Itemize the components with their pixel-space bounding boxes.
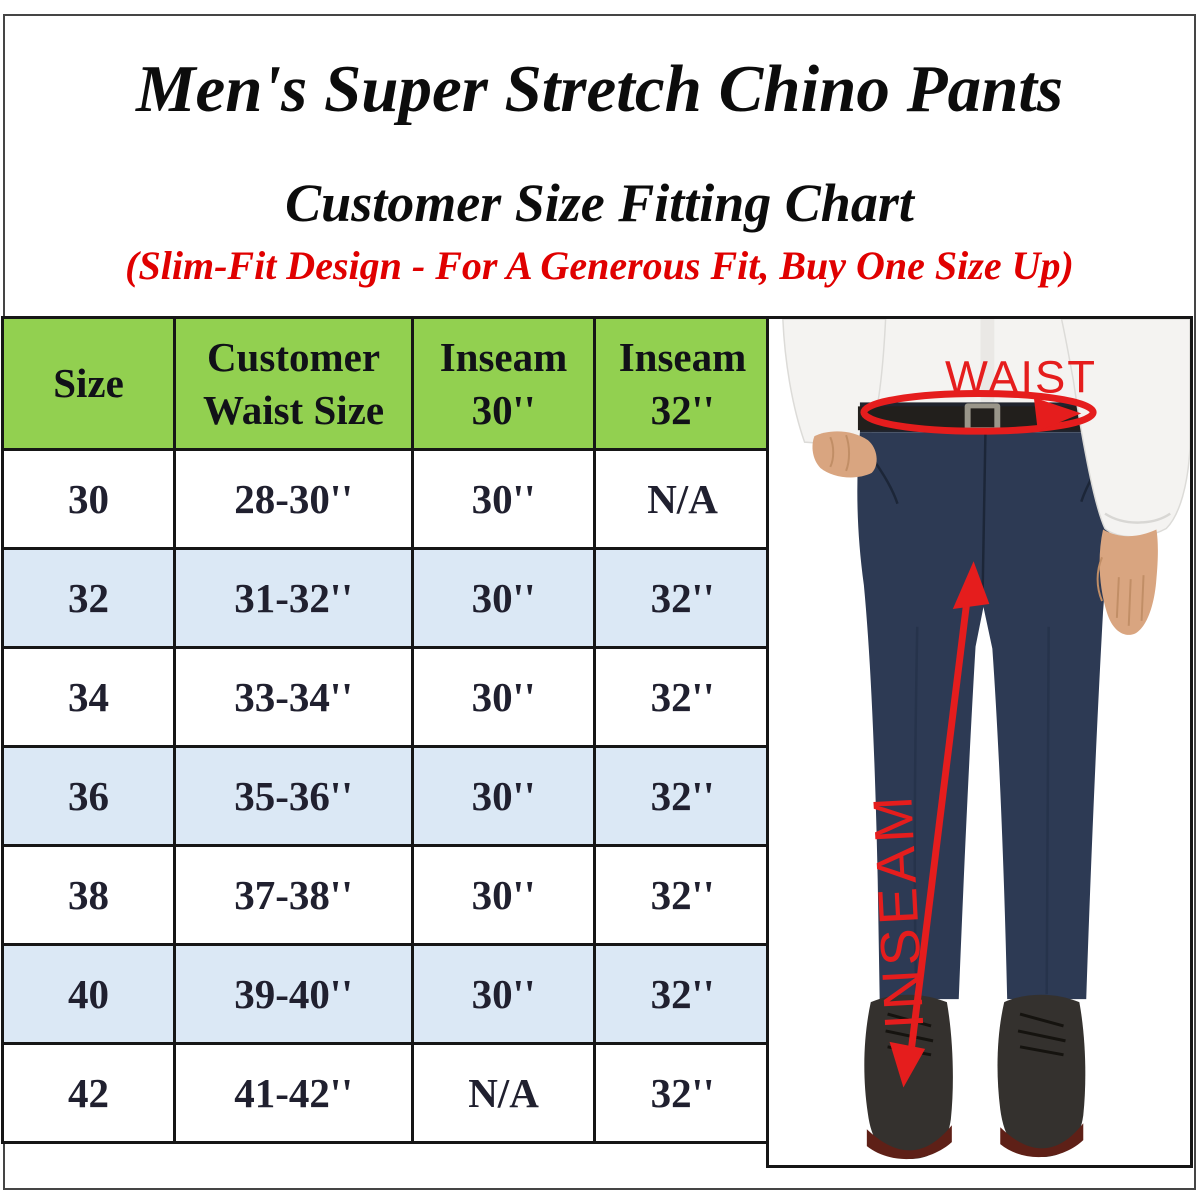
table-cell: 32'' [593, 646, 772, 748]
table-cell: 34 [1, 646, 176, 748]
table-cell: 32'' [593, 745, 772, 847]
page-title: Men's Super Stretch Chino Pants [135, 52, 1064, 126]
right-leg-crease [1045, 626, 1050, 995]
right-sleeve [1060, 319, 1190, 538]
column-header-size: Size [1, 316, 176, 451]
right-shoe [997, 994, 1086, 1158]
right-shoe-laces [1017, 1012, 1066, 1057]
table-cell: 39-40'' [173, 943, 414, 1045]
table-cell: 32 [1, 547, 176, 649]
table-row: 30 28-30'' 30'' N/A [1, 448, 772, 550]
table-cell: 30'' [411, 646, 596, 748]
table-cell: 35-36'' [173, 745, 414, 847]
table-row: 42 41-42'' N/A 32'' [1, 1042, 772, 1144]
belt-buckle-inner [970, 408, 995, 428]
table-cell: 28-30'' [173, 448, 414, 550]
table-cell: 32'' [593, 1042, 772, 1144]
column-header-waist: Customer Waist Size [173, 316, 414, 451]
inseam-measure-line-icon [905, 578, 974, 1067]
inseam-arrow-down-icon [889, 1041, 926, 1088]
pants-measurement-illustration: WAIST INSEAM [769, 319, 1190, 1165]
left-leg-crease [913, 626, 919, 995]
left-shoe-sole [866, 1125, 952, 1160]
table-row: 32 31-32'' 30'' 32'' [1, 547, 772, 649]
table-cell: 30'' [411, 448, 596, 550]
table-cell: 36 [1, 745, 176, 847]
pants-fly-seam [981, 432, 987, 603]
waist-arrow-icon [1033, 397, 1082, 432]
table-cell: 31-32'' [173, 547, 414, 649]
fit-diagram-photo: WAIST INSEAM [766, 316, 1193, 1168]
table-cell: 40 [1, 943, 176, 1045]
table-cell: 30 [1, 448, 176, 550]
table-header-row: Size Customer Waist Size Inseam 30'' Ins… [1, 316, 772, 451]
column-header-inseam32: Inseam 32'' [593, 316, 772, 451]
table-cell: 38 [1, 844, 176, 946]
right-hand-fingers [1096, 556, 1145, 626]
table-cell: 37-38'' [173, 844, 414, 946]
inseam-arrow-up-icon [952, 561, 990, 609]
right-sleeve-cuff [1104, 512, 1171, 524]
size-chart-table: Size Customer Waist Size Inseam 30'' Ins… [1, 316, 772, 1144]
table-cell: 30'' [411, 547, 596, 649]
table-cell: 30'' [411, 745, 596, 847]
pants [857, 432, 1115, 1000]
table-cell: N/A [411, 1042, 596, 1144]
table-row: 40 39-40'' 30'' 32'' [1, 943, 772, 1045]
table-cell: 32'' [593, 547, 772, 649]
inseam-label: INSEAM [861, 791, 935, 1031]
page-subtitle: Customer Size Fitting Chart [285, 173, 914, 234]
right-hand [1099, 529, 1158, 635]
table-cell: 30'' [411, 844, 596, 946]
table-cell: N/A [593, 448, 772, 550]
fit-note: (Slim-Fit Design - For A Generous Fit, B… [125, 243, 1074, 289]
table-cell: 42 [1, 1042, 176, 1144]
table-row: 36 35-36'' 30'' 32'' [1, 745, 772, 847]
table-cell: 33-34'' [173, 646, 414, 748]
table-cell: 30'' [411, 943, 596, 1045]
shirt-placket [980, 319, 995, 405]
table-cell: 32'' [593, 844, 772, 946]
table-row: 34 33-34'' 30'' 32'' [1, 646, 772, 748]
table-cell: 32'' [593, 943, 772, 1045]
table-cell: 41-42'' [173, 1042, 414, 1144]
table-row: 38 37-38'' 30'' 32'' [1, 844, 772, 946]
left-hand-fingers [829, 434, 851, 472]
column-header-inseam30: Inseam 30'' [411, 316, 596, 451]
right-shoe-sole [1000, 1123, 1084, 1158]
waist-measure-ellipse-icon [860, 389, 1097, 435]
left-hand [812, 431, 877, 478]
